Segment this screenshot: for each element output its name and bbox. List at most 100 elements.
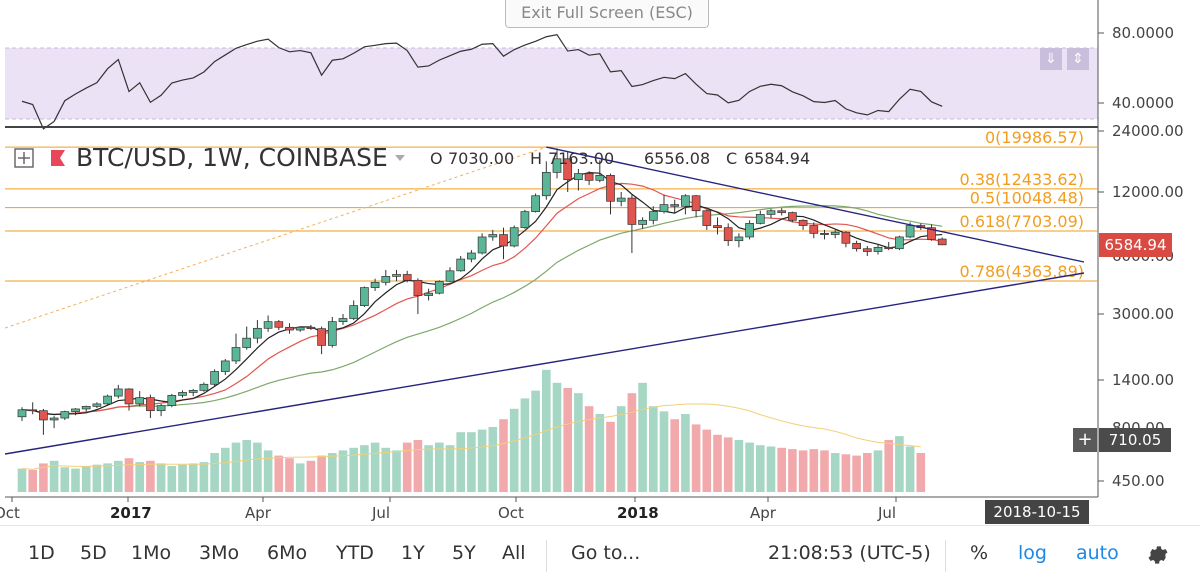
volume-bar	[756, 445, 765, 492]
ohlc-low-value: 6556.08	[644, 149, 710, 168]
chevron-down-icon[interactable]	[393, 150, 407, 164]
range-6mo-button[interactable]: 6Mo	[267, 542, 308, 564]
gear-icon[interactable]	[1146, 543, 1170, 567]
candle-body	[713, 225, 722, 229]
candle-body	[349, 305, 359, 319]
candle-body	[584, 173, 594, 181]
candle-body	[723, 227, 733, 242]
volume-bar	[863, 453, 872, 492]
candle-body	[146, 397, 155, 412]
volume-bar	[328, 453, 337, 492]
fib-label: 0.5(10048.48)	[970, 189, 1084, 208]
volume-bar	[841, 454, 851, 492]
candle-body	[167, 395, 177, 406]
volume-bar	[777, 447, 786, 492]
volume-bar	[156, 463, 166, 492]
candle-body	[263, 321, 273, 329]
auto-scale-toggle[interactable]: auto	[1076, 542, 1119, 564]
rsi-line	[21, 33, 943, 130]
volume-bar	[809, 449, 819, 492]
exit-fullscreen-button[interactable]: Exit Full Screen (ESC)	[505, 0, 709, 28]
log-scale-toggle[interactable]: log	[1018, 542, 1047, 564]
volume-bar	[242, 440, 251, 492]
volume-bar	[627, 393, 637, 492]
range-ytd-button[interactable]: YTD	[336, 542, 374, 564]
fib-label: 0(19986.57)	[985, 128, 1084, 147]
candle-body	[199, 383, 209, 391]
range-1y-button[interactable]: 1Y	[401, 542, 425, 564]
cursor-date-badge: 2018-10-15	[985, 500, 1089, 524]
volume-bar	[574, 393, 583, 492]
candle-body	[178, 392, 187, 396]
candle-body	[541, 172, 551, 197]
range-3mo-button[interactable]: 3Mo	[199, 542, 240, 564]
candle-body	[360, 287, 369, 306]
range-5d-button[interactable]: 5D	[80, 542, 107, 564]
range-1mo-button[interactable]: 1Mo	[131, 542, 172, 564]
scale-down-arrow-icon[interactable]: ⇓	[1040, 48, 1062, 70]
candle-body	[434, 280, 444, 294]
add-indicator-plus-icon[interactable]: +	[1073, 428, 1097, 452]
price-tick-label: 1400.00	[1112, 371, 1174, 389]
candle-body	[39, 410, 48, 421]
candle-body	[124, 388, 134, 405]
volume-bar	[28, 469, 37, 492]
volume-bar	[146, 460, 155, 492]
candle-body	[552, 158, 562, 173]
volume-bar	[124, 458, 134, 492]
chart-canvas[interactable]: 80.0000 40.0000 24000.00 12000.00 3000.00 14…	[0, 0, 1200, 525]
percent-scale-toggle[interactable]: %	[970, 542, 989, 564]
candle-body	[60, 411, 70, 419]
volume-bar	[873, 450, 883, 492]
candle-body	[777, 210, 787, 213]
ohlc-high-value: 7163.00	[548, 149, 614, 168]
volume-bar	[798, 450, 808, 492]
volume-bar	[295, 463, 305, 492]
candles	[17, 148, 947, 435]
candle-body	[595, 174, 605, 181]
volume-bar	[670, 419, 679, 492]
volume-bar	[681, 414, 690, 492]
candle-body	[670, 204, 680, 207]
volume-bar	[81, 466, 91, 492]
candle-body	[274, 321, 284, 328]
candle-body	[306, 326, 316, 329]
time-tick-label: Apr	[245, 504, 272, 522]
range-1d-button[interactable]: 1D	[28, 542, 55, 564]
candle-body	[392, 274, 401, 277]
volume-bar	[713, 434, 722, 492]
flag-icon[interactable]	[48, 148, 68, 168]
scale-updown-arrow-icon[interactable]: ⇕	[1067, 48, 1089, 70]
volume-bar	[584, 406, 594, 492]
range-all-button[interactable]: All	[502, 542, 526, 564]
volume-bar	[221, 447, 230, 492]
candle-body	[659, 204, 669, 212]
time-tick-label: Jul	[877, 504, 896, 522]
clock-timezone-label[interactable]: 21:08:53 (UTC-5)	[768, 542, 931, 564]
ma-black-line	[21, 171, 943, 416]
price-tick-label: 12000.00	[1112, 183, 1184, 201]
volume-bar	[531, 390, 540, 492]
volume-bar	[49, 460, 59, 492]
volume-bar	[595, 414, 605, 492]
candle-body	[327, 321, 337, 346]
volume-bar	[606, 421, 615, 492]
candle-body	[648, 211, 658, 221]
volume-bar	[788, 449, 797, 492]
volume-bar	[830, 453, 840, 492]
volume-bar	[766, 446, 776, 492]
ma-red-line	[21, 182, 943, 416]
volume-bar	[895, 436, 904, 492]
rsi-tick-label: 80.0000	[1112, 24, 1174, 42]
volume-bar	[467, 432, 476, 492]
ohlc-open-label: O	[430, 149, 443, 168]
volume-bar	[916, 453, 926, 492]
range-5y-button[interactable]: 5Y	[452, 542, 476, 564]
volume-bar	[905, 446, 915, 492]
candle-body	[113, 388, 123, 397]
candle-body	[873, 246, 883, 252]
crosshair-toggle-icon[interactable]	[14, 148, 34, 168]
candle-body	[520, 211, 530, 229]
goto-date-button[interactable]: Go to...	[571, 542, 641, 564]
candle-body	[370, 281, 380, 288]
